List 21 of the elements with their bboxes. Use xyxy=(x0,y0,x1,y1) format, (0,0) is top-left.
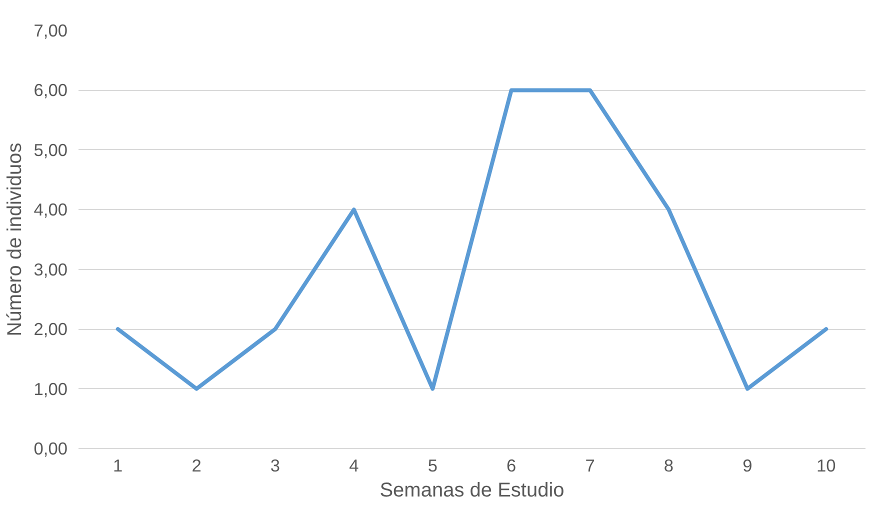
x-tick-label: 1 xyxy=(113,456,123,476)
x-tick-label: 5 xyxy=(428,456,438,476)
x-tick-label: 8 xyxy=(664,456,674,476)
y-tick-label: 7,00 xyxy=(34,20,68,40)
y-tick-label: 1,00 xyxy=(34,378,68,399)
y-tick-label: 2,00 xyxy=(34,319,68,340)
x-tick-label: 3 xyxy=(270,456,280,476)
y-tick-label: 3,00 xyxy=(34,259,68,280)
x-tick-label: 7 xyxy=(585,456,595,476)
x-tick-label: 10 xyxy=(816,456,836,476)
y-tick-label: 5,00 xyxy=(34,140,68,160)
y-tick-label: 0,00 xyxy=(34,438,68,458)
y-tick-label: 6,00 xyxy=(34,80,68,100)
x-tick-label: 6 xyxy=(506,456,516,476)
x-tick-label: 9 xyxy=(742,456,752,476)
y-axis-title: Número de individuos xyxy=(4,142,26,336)
x-tick-label: 2 xyxy=(192,456,202,476)
line-series xyxy=(116,88,828,391)
x-tick-label: 4 xyxy=(349,456,360,476)
x-axis-title: Semanas de Estudio xyxy=(380,480,564,502)
y-tick-label: 4,00 xyxy=(34,200,68,220)
